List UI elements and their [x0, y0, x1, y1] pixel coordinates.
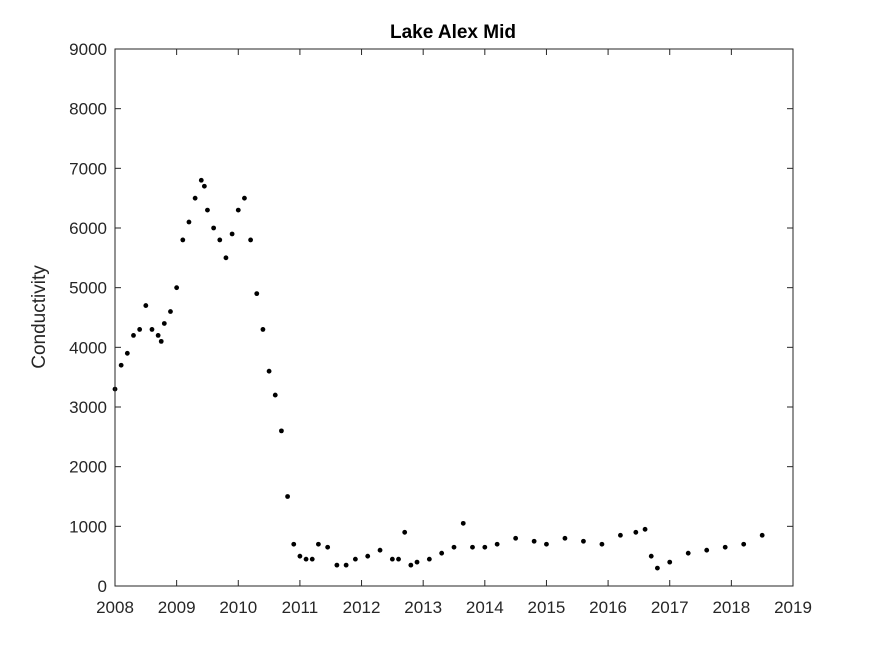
data-point: [451, 544, 457, 550]
data-point: [143, 303, 149, 308]
data-point: [343, 562, 349, 568]
y-tick-label: 0: [98, 577, 107, 596]
data-point: [316, 541, 321, 547]
data-point: [414, 559, 420, 565]
data-point: [365, 553, 371, 559]
y-tick-label: 6000: [69, 219, 107, 238]
data-point: [118, 362, 124, 368]
data-point: [174, 285, 180, 291]
data-point: [633, 529, 639, 535]
data-point: [279, 428, 284, 434]
data-point: [124, 350, 130, 356]
plot-area-frame: [114, 48, 794, 587]
data-point: [667, 559, 673, 565]
y-tick-label: 5000: [69, 279, 107, 298]
data-point: [192, 195, 198, 201]
y-tick-label: 3000: [69, 398, 107, 417]
data-point: [168, 309, 173, 314]
data-point: [272, 392, 278, 398]
data-point: [642, 526, 648, 532]
x-tick-label: 2013: [404, 598, 442, 617]
x-tick-label: 2010: [219, 598, 257, 617]
data-point: [389, 556, 395, 562]
data-point: [759, 532, 765, 538]
data-point: [396, 556, 401, 562]
data-point: [161, 321, 167, 326]
y-tick-label: 7000: [69, 159, 107, 178]
data-point: [131, 333, 136, 338]
data-point: [285, 494, 290, 499]
data-point: [309, 556, 315, 562]
data-point: [470, 544, 475, 550]
data-point: [618, 532, 623, 538]
data-point: [325, 544, 331, 550]
data-point: [722, 544, 728, 550]
y-axis: 0 1000 2000 3000 4000 5000 6000 7000 8000 9000: [69, 40, 793, 596]
data-point: [334, 562, 340, 568]
data-point: [531, 538, 537, 544]
data-point: [303, 556, 309, 562]
chart-title: Lake Alex Mid: [390, 22, 516, 43]
data-point: [201, 183, 207, 189]
x-axis: 2008 2009 2010 2011 2012 2013 2014 2015 2016 2017…: [96, 49, 812, 617]
data-point: [377, 547, 383, 553]
x-tick-label: 2011: [282, 598, 319, 617]
data-point: [291, 541, 297, 547]
x-tick-label: 2019: [774, 598, 812, 617]
data-point: [198, 177, 204, 183]
data-point: [562, 535, 568, 541]
data-point: [223, 255, 229, 261]
data-point: [235, 207, 241, 213]
data-point: [217, 237, 223, 243]
y-tick-label: 1000: [69, 517, 107, 536]
data-point: [648, 553, 654, 559]
data-points: [112, 177, 765, 571]
data-point: [297, 553, 303, 559]
data-point: [229, 231, 235, 237]
data-point: [149, 327, 155, 332]
data-point: [581, 538, 586, 544]
data-point: [248, 237, 254, 243]
x-tick-label: 2012: [343, 598, 381, 617]
data-point: [155, 333, 161, 338]
data-point: [205, 207, 210, 213]
data-point: [599, 541, 605, 547]
data-point: [408, 562, 414, 568]
data-point: [242, 195, 247, 201]
data-point: [655, 565, 660, 571]
data-point: [211, 225, 217, 231]
data-point: [494, 541, 500, 547]
y-tick-label: 9000: [69, 40, 107, 59]
x-tick-label: 2008: [96, 598, 134, 617]
data-point: [704, 547, 710, 553]
y-axis-label: Conductivity: [29, 265, 50, 369]
data-point: [254, 291, 260, 297]
data-point: [685, 550, 691, 556]
y-tick-label: 8000: [69, 100, 107, 119]
data-point: [426, 556, 432, 562]
x-tick-label: 2015: [528, 598, 566, 617]
data-point: [439, 550, 445, 556]
data-point: [137, 327, 143, 332]
data-point: [460, 520, 466, 526]
data-point: [260, 327, 266, 332]
x-tick-label: 2017: [651, 598, 689, 617]
data-point: [741, 541, 747, 547]
data-point: [544, 541, 549, 547]
x-tick-label: 2016: [589, 598, 627, 617]
data-point: [186, 219, 192, 225]
x-tick-label: 2014: [466, 598, 504, 617]
data-point: [266, 368, 272, 374]
x-tick-label: 2009: [158, 598, 196, 617]
y-tick-label: 4000: [69, 338, 107, 357]
data-point: [158, 338, 164, 344]
data-point: [482, 544, 488, 550]
data-point: [352, 556, 358, 562]
x-tick-label: 2018: [712, 598, 750, 617]
data-point: [180, 237, 186, 243]
data-point: [513, 535, 519, 541]
y-tick-label: 2000: [69, 458, 107, 477]
data-point: [402, 529, 408, 535]
